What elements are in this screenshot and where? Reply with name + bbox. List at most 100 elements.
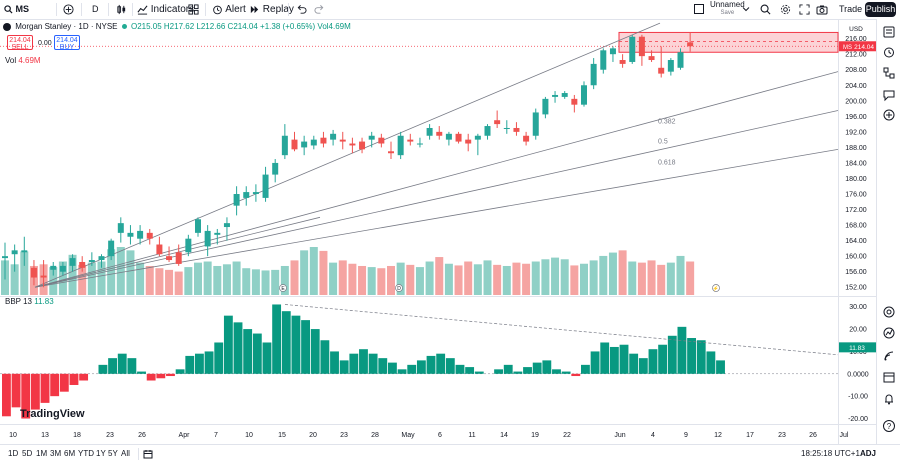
candle-body: [272, 162, 279, 175]
candle-body: [609, 48, 616, 55]
alert-button[interactable]: Alert: [212, 2, 246, 17]
plus-circle-icon: [63, 4, 74, 15]
hotlist-icon[interactable]: [882, 108, 896, 122]
top-toolbar: MS D Indicators Alert Replay Unnamed Sav…: [0, 0, 900, 20]
redo-icon: [314, 4, 324, 14]
bbp-legend: BBP 13 11.83: [5, 297, 54, 306]
candle-body: [542, 98, 549, 115]
bbp-bar: [629, 353, 639, 374]
date-tick-label: Jul: [840, 432, 849, 439]
separator: [108, 3, 109, 16]
volume-bar: [608, 252, 617, 295]
target-icon[interactable]: [882, 305, 896, 319]
volume-bar: [444, 263, 453, 295]
quick-search-button[interactable]: [760, 2, 771, 17]
undo-button[interactable]: [296, 2, 307, 17]
date-tick-label: Jun: [614, 432, 625, 439]
layout-checkbox[interactable]: [694, 2, 704, 17]
date-range-calendar-icon[interactable]: [143, 449, 153, 459]
bbp-value-tag: [839, 342, 876, 353]
indicators-button[interactable]: Indicators: [137, 2, 194, 17]
clock-time[interactable]: 18:25:18 UTC+1: [801, 449, 860, 458]
event-marker-label: D: [397, 286, 401, 292]
bbp-bar: [581, 364, 590, 374]
bbp-bar: [638, 358, 648, 374]
bbp-label: BBP 13: [5, 297, 32, 306]
bbp-bar: [542, 360, 552, 374]
bbp-bar: [571, 373, 581, 377]
date-tick-label: 23: [340, 432, 348, 439]
watchlist-icon[interactable]: [882, 25, 896, 39]
range-3m[interactable]: 3M: [50, 449, 62, 458]
layout-dropdown[interactable]: [742, 2, 750, 17]
candle-body: [436, 131, 443, 136]
price-tick-label: 152.00: [845, 285, 867, 292]
bbp-bar: [117, 353, 127, 374]
candle-body: [561, 93, 568, 97]
range-1d[interactable]: 1D: [8, 449, 19, 458]
ideas-icon[interactable]: [882, 326, 896, 340]
snapshot-button[interactable]: [816, 2, 828, 17]
date-tick-label: Apr: [179, 432, 191, 439]
range-5y[interactable]: 5Y: [108, 449, 118, 458]
price-tick-label: 156.00: [845, 269, 867, 276]
bbp-bar: [600, 342, 610, 374]
volume-bar: [213, 265, 222, 295]
separator: [132, 3, 133, 16]
fullscreen-button[interactable]: [799, 2, 810, 17]
bell-icon[interactable]: [882, 392, 896, 406]
range-5d[interactable]: 5D: [22, 449, 33, 458]
range-ytd[interactable]: YTD: [78, 449, 94, 458]
volume-bar: [10, 264, 19, 295]
redo-button[interactable]: [314, 2, 325, 17]
alarm-clock-icon[interactable]: [882, 45, 896, 59]
range-all[interactable]: All: [121, 449, 130, 458]
streams-icon[interactable]: [882, 349, 896, 363]
chat-icon[interactable]: [882, 88, 896, 102]
sell-button[interactable]: 214.04 SELL: [7, 35, 33, 51]
resistance-zone: [618, 31, 839, 53]
range-1m[interactable]: 1M: [36, 449, 48, 458]
bbp-bar: [137, 371, 146, 374]
candle-body: [667, 60, 674, 72]
bbp-bar: [214, 342, 224, 374]
chart-type-button[interactable]: [116, 2, 127, 17]
date-tick-label: May: [401, 432, 415, 439]
interval-button[interactable]: D: [92, 4, 99, 14]
volume-bar: [300, 250, 309, 295]
bbp-tick-label: 0.0000: [847, 371, 869, 378]
layout-name-button[interactable]: Unnamed Save: [710, 0, 745, 16]
legend-high: H217.62: [163, 22, 195, 31]
volume-bar: [184, 267, 193, 295]
candle-body: [69, 258, 76, 266]
adjust-toggle[interactable]: ADJ: [860, 449, 877, 458]
trade-button[interactable]: Trade: [839, 4, 863, 14]
event-marker-label: E: [281, 286, 285, 292]
settings-button[interactable]: [780, 2, 791, 17]
bbp-bar: [407, 364, 417, 374]
range-6m[interactable]: 6M: [64, 449, 76, 458]
volume-label: Vol: [5, 56, 17, 65]
symbol-search-button[interactable]: MS: [4, 2, 29, 17]
templates-button[interactable]: [188, 2, 199, 17]
publish-button[interactable]: Publish: [865, 2, 896, 17]
volume-bar: [686, 261, 695, 295]
volume-bar: [194, 262, 202, 295]
bbp-bar: [108, 358, 117, 374]
volume-bar: [116, 247, 125, 295]
date-tick-label: 26: [138, 432, 146, 439]
calendar-icon[interactable]: [882, 370, 896, 384]
range-1y[interactable]: 1Y: [96, 449, 106, 458]
replay-button[interactable]: Replay: [249, 2, 294, 17]
compare-button[interactable]: [63, 2, 74, 17]
volume-bar: [338, 260, 347, 295]
bbp-bar: [465, 367, 475, 374]
help-icon[interactable]: ?: [882, 419, 896, 433]
replay-icon: [250, 5, 259, 14]
object-tree-icon[interactable]: [882, 66, 896, 80]
candle-body: [233, 194, 240, 206]
volume-bar: [358, 265, 367, 295]
bbp-bar: [523, 367, 532, 374]
buy-button[interactable]: 214.04 BUY: [54, 35, 80, 51]
